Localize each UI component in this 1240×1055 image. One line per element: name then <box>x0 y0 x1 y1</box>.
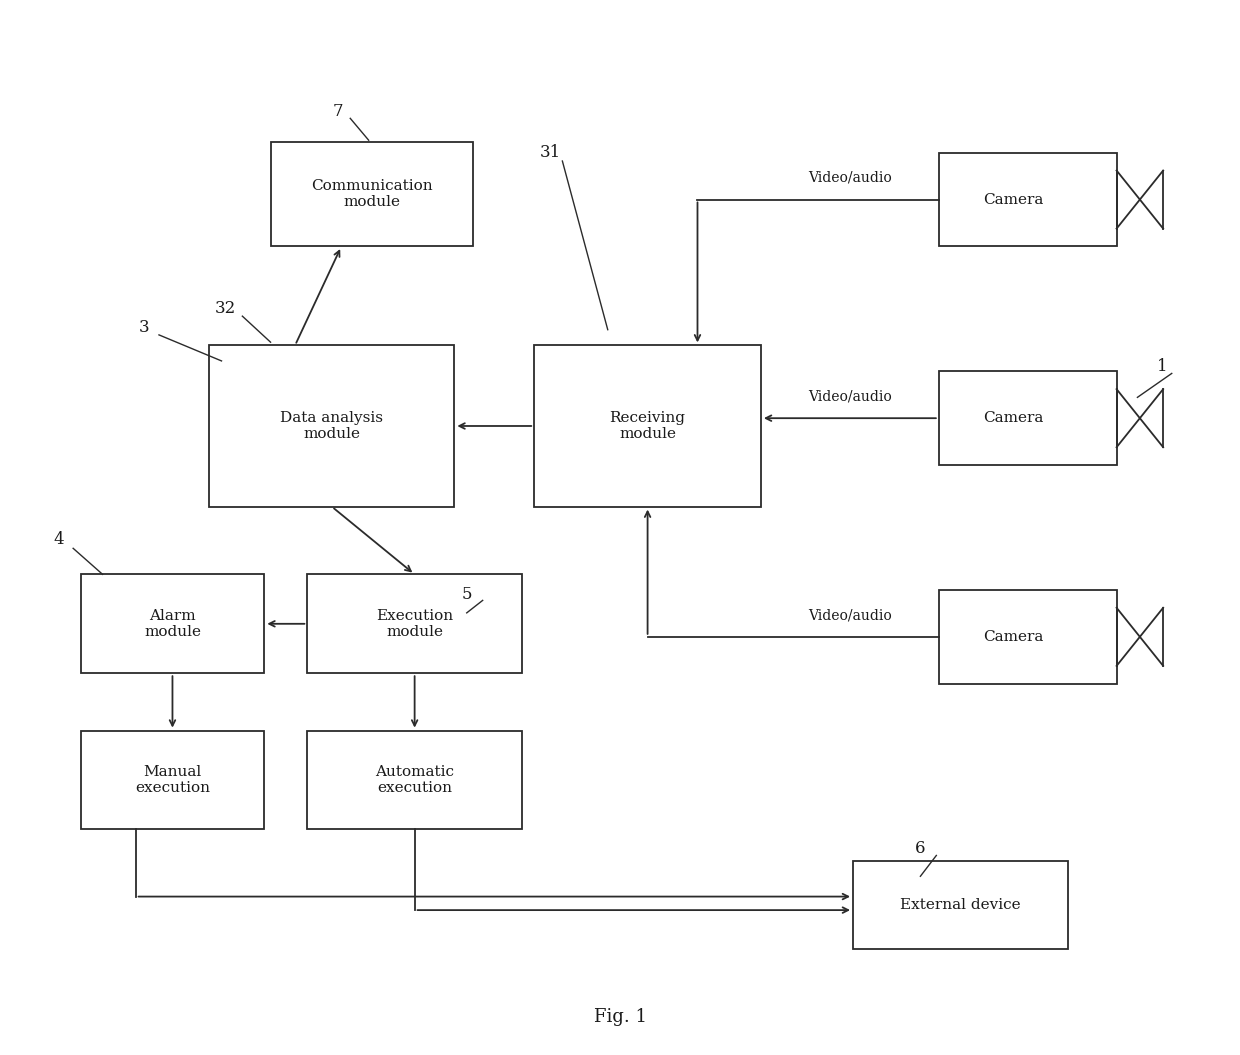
Bar <box>210 345 455 506</box>
Text: 4: 4 <box>53 532 63 549</box>
Bar <box>534 345 761 506</box>
Text: Camera: Camera <box>983 630 1043 644</box>
Text: Data analysis
module: Data analysis module <box>280 410 383 441</box>
Text: 3: 3 <box>139 319 150 337</box>
Text: Fig. 1: Fig. 1 <box>594 1008 646 1025</box>
Text: 1: 1 <box>1157 358 1167 375</box>
Text: Automatic
execution: Automatic execution <box>376 765 454 795</box>
Text: External device: External device <box>900 898 1021 912</box>
Text: Receiving
module: Receiving module <box>610 410 686 441</box>
Bar <box>81 730 264 829</box>
Text: 31: 31 <box>539 145 560 161</box>
Bar <box>270 142 472 247</box>
Bar <box>81 574 264 673</box>
Text: Communication
module: Communication module <box>311 179 433 210</box>
Bar <box>939 153 1116 247</box>
Text: Execution
module: Execution module <box>376 609 453 639</box>
Bar <box>939 371 1116 465</box>
Bar <box>308 574 522 673</box>
Text: Camera: Camera <box>983 411 1043 425</box>
Bar <box>939 590 1116 684</box>
Bar <box>308 730 522 829</box>
Text: Video/audio: Video/audio <box>808 609 892 622</box>
Bar <box>853 861 1068 950</box>
Text: Video/audio: Video/audio <box>808 171 892 185</box>
Text: 5: 5 <box>461 586 472 602</box>
Text: Camera: Camera <box>983 193 1043 207</box>
Text: Alarm
module: Alarm module <box>144 609 201 639</box>
Text: Manual
execution: Manual execution <box>135 765 210 795</box>
Text: 32: 32 <box>215 301 236 318</box>
Text: 7: 7 <box>332 102 343 119</box>
Text: Video/audio: Video/audio <box>808 389 892 404</box>
Text: 6: 6 <box>915 840 925 857</box>
